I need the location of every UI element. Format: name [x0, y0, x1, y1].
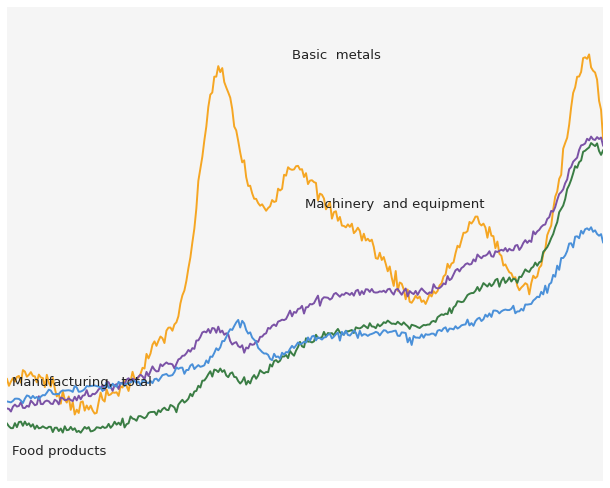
- Text: Machinery  and equipment: Machinery and equipment: [305, 198, 484, 211]
- Text: Manufacturing,  total: Manufacturing, total: [12, 376, 152, 389]
- Text: Basic  metals: Basic metals: [292, 49, 381, 61]
- Text: Food products: Food products: [12, 445, 107, 458]
